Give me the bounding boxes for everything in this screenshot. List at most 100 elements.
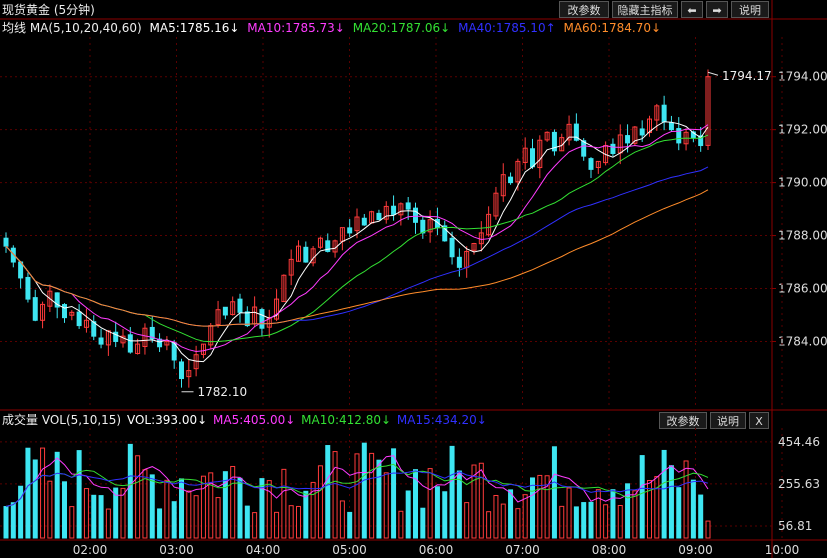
scroll-left-icon[interactable]: ⬅ — [681, 1, 703, 18]
ma40-line — [5, 166, 709, 327]
volume-bar — [625, 483, 631, 539]
candle-body — [76, 311, 82, 327]
price-tick-label: 1786.00 — [778, 282, 827, 296]
volume-bar — [420, 507, 426, 539]
candle-body — [157, 338, 163, 348]
candles — [3, 69, 711, 388]
volume-bar — [62, 481, 67, 539]
volume-bar — [617, 504, 623, 539]
candle-body — [171, 342, 177, 361]
price-tick-label: 1790.00 — [778, 176, 827, 190]
volume-bars — [3, 442, 711, 539]
candle-body — [91, 321, 97, 337]
candle-body — [105, 330, 111, 346]
candle-body — [508, 176, 514, 184]
volume-bar — [149, 474, 155, 539]
candle-body — [537, 139, 543, 169]
volume-title: 成交量 VOL(5,10,15) — [2, 413, 122, 427]
volume-help-button[interactable]: 说明 — [710, 412, 746, 429]
candle-body — [493, 192, 499, 217]
candle-body — [266, 317, 272, 328]
volume-bar — [215, 497, 221, 539]
candle-body — [288, 258, 294, 276]
volume-bar — [588, 501, 594, 539]
time-tick-label: 06:00 — [419, 543, 454, 557]
candle-body — [478, 232, 484, 245]
volume-bar — [581, 502, 587, 539]
candle-body — [98, 337, 104, 345]
volume-bar — [559, 505, 565, 539]
volume-bar — [317, 465, 323, 539]
volume-bar — [157, 508, 163, 539]
candle-body — [683, 131, 689, 145]
volume-bar — [208, 472, 214, 539]
candle-body — [544, 131, 550, 141]
candle-body — [47, 290, 53, 307]
candle-body — [83, 319, 89, 328]
volume-bar — [705, 520, 711, 539]
volume-legend: 成交量 VOL(5,10,15) VOL:393.00↓ MA5:405.00↓… — [2, 412, 487, 428]
volume-bar — [449, 445, 455, 539]
candle-body — [486, 213, 492, 236]
ma-legend-prefix: 均线 MA(5,10,20,40,60) — [2, 21, 142, 35]
volume-bar — [274, 511, 280, 539]
volume-bar — [573, 506, 579, 539]
candle-body — [588, 158, 594, 170]
ma20-legend: MA20:1787.06↓ — [352, 21, 451, 35]
volume-bar — [259, 478, 265, 539]
candle-body — [559, 137, 565, 152]
price-tick-label: 1792.00 — [778, 123, 827, 137]
volume-bar — [639, 455, 645, 539]
candle-body — [698, 135, 704, 147]
volume-bar — [493, 494, 499, 539]
ma10-line — [5, 124, 709, 353]
help-button[interactable]: 说明 — [731, 1, 769, 18]
candle-body — [186, 370, 192, 378]
volume-params-button[interactable]: 改参数 — [659, 412, 707, 429]
candle-body — [18, 261, 24, 279]
volume-bar — [442, 491, 448, 539]
volume-ma5-line — [5, 455, 709, 507]
candle-body — [252, 306, 258, 325]
change-params-button[interactable]: 改参数 — [559, 1, 609, 18]
candle-body — [230, 301, 236, 316]
candle-body — [639, 128, 645, 136]
volume-bar — [222, 471, 228, 539]
candle-body — [303, 246, 309, 263]
volume-bar — [508, 489, 514, 539]
volume-bar — [544, 475, 550, 539]
candle-body — [347, 227, 353, 234]
volume-bar — [296, 505, 301, 539]
ma40-legend: MA40:1785.10↑ — [458, 21, 556, 35]
high-price-label: 1794.17 — [722, 69, 772, 83]
candle-body — [120, 335, 126, 344]
candle-body — [654, 105, 660, 121]
volume-close-icon[interactable]: X — [749, 412, 769, 429]
hide-main-indicator-button[interactable]: 隐藏主指标 — [612, 1, 678, 18]
candle-body — [522, 147, 528, 163]
candle-body — [244, 311, 250, 327]
candle-body — [383, 205, 389, 220]
volume-bar — [427, 468, 433, 539]
scroll-right-icon[interactable]: ➡ — [706, 1, 728, 18]
volume-bar — [500, 503, 506, 539]
volume-bar — [91, 494, 97, 539]
volume-bar — [47, 480, 53, 539]
candle-body — [434, 218, 440, 229]
candle-body — [310, 248, 316, 264]
candle-body — [405, 202, 411, 210]
volume-tick-label: 255.63 — [778, 477, 820, 491]
candle-body — [149, 326, 155, 340]
time-tick-label: 03:00 — [159, 543, 194, 557]
candle-body — [471, 243, 477, 251]
candle-body — [32, 297, 38, 321]
volume-bar — [515, 508, 521, 539]
volume-bar — [142, 469, 148, 539]
volume-bar — [471, 464, 477, 539]
candle-body — [566, 123, 572, 141]
volume-bar — [632, 490, 638, 539]
candle-body — [40, 303, 46, 321]
candle-body — [705, 76, 711, 146]
candle-body — [62, 304, 67, 319]
